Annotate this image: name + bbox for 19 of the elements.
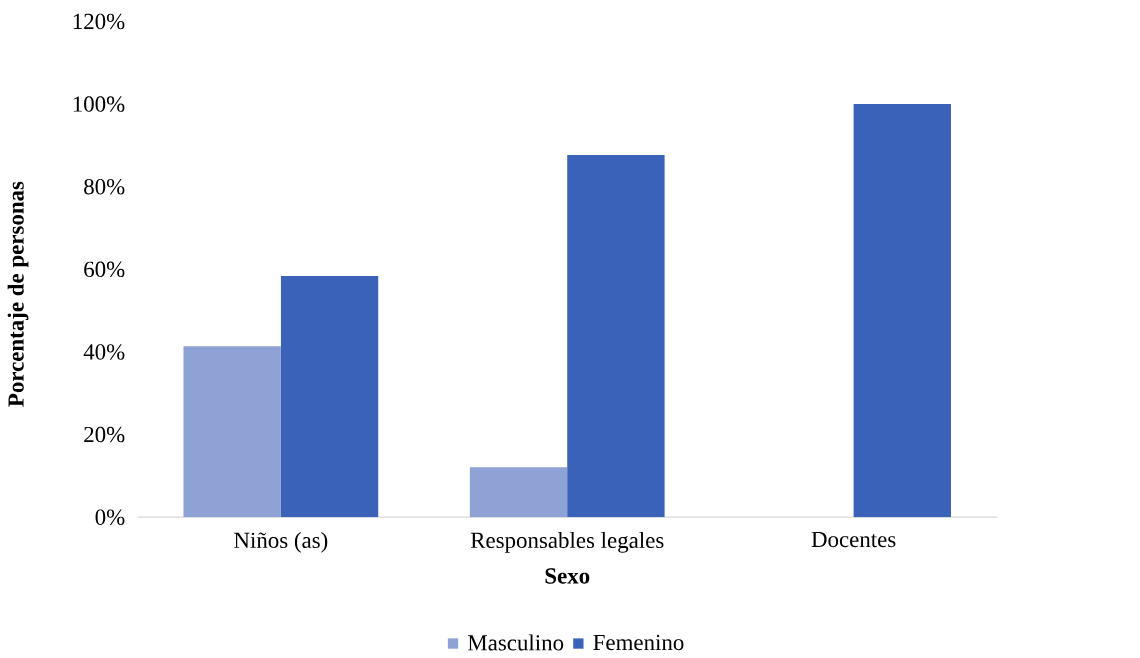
legend-label: Masculino — [467, 634, 564, 651]
x-tick-label: Docentes — [811, 531, 896, 547]
bar — [469, 467, 568, 518]
y-tick-label: 60% — [84, 261, 125, 277]
bar — [567, 154, 665, 518]
y-tick-label: 100% — [73, 96, 125, 112]
y-tick-label: 80% — [84, 178, 125, 195]
x-tick-label: Niños (as) — [234, 531, 328, 553]
bar — [853, 103, 951, 518]
legend-label: Femenino — [593, 634, 684, 651]
bar — [280, 275, 379, 518]
y-tick-label: 120% — [73, 13, 125, 30]
bar — [183, 346, 281, 518]
x-axis-title: Sexo — [545, 568, 590, 584]
y-tick-label: 0% — [95, 509, 125, 525]
y-tick-label: 40% — [83, 344, 125, 360]
y-axis-title: Porcentaje de personas — [7, 181, 29, 407]
x-tick-label: Responsables legales — [470, 531, 664, 553]
y-tick-label: 20% — [84, 426, 125, 443]
